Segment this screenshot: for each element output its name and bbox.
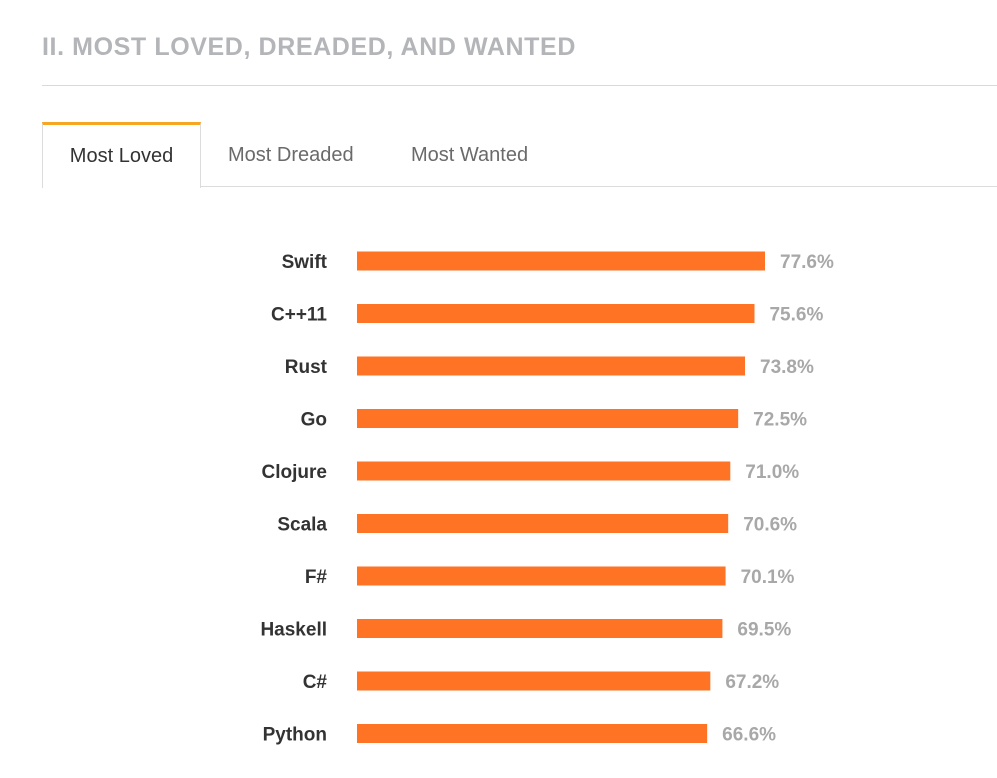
bar-rust (357, 356, 746, 376)
category-label-rust: Rust (285, 357, 328, 378)
value-label-python: 66.6% (722, 725, 776, 746)
bar-python (357, 724, 708, 743)
bar-csharp (357, 671, 711, 691)
category-label-csharp: C# (303, 672, 328, 693)
title-divider (42, 85, 997, 86)
bar-haskell (357, 619, 723, 638)
category-label-cpp11: C++11 (271, 305, 327, 326)
category-label-clojure: Clojure (262, 462, 327, 483)
category-label-python: Python (263, 725, 327, 746)
value-label-haskell: 69.5% (737, 620, 791, 641)
value-label-rust: 73.8% (760, 357, 814, 378)
value-label-csharp: 67.2% (725, 672, 779, 693)
category-label-scala: Scala (277, 515, 327, 536)
value-label-cpp11: 75.6% (769, 305, 823, 326)
bar-go (357, 409, 739, 428)
section-title: II. MOST LOVED, DREADED, AND WANTED (42, 33, 576, 61)
bar-swift (357, 251, 765, 271)
bar-clojure (357, 461, 731, 481)
category-label-fsharp: F# (305, 567, 328, 588)
tab-most-loved[interactable]: Most Loved (42, 122, 201, 188)
bar-cpp11 (357, 304, 755, 323)
value-label-scala: 70.6% (743, 515, 797, 536)
tab-most-wanted[interactable]: Most Wanted (411, 144, 529, 166)
value-label-swift: 77.6% (780, 252, 834, 273)
category-label-go: Go (301, 410, 327, 431)
category-label-haskell: Haskell (260, 620, 327, 641)
category-label-swift: Swift (282, 252, 328, 273)
bar-scala (357, 514, 729, 533)
tab-most-dreaded[interactable]: Most Dreaded (228, 144, 354, 166)
value-label-clojure: 71.0% (745, 462, 799, 483)
value-label-go: 72.5% (753, 410, 807, 431)
tab-bar-baseline (42, 186, 997, 187)
tab-bar: Most Loved Most Dreaded Most Wanted (42, 122, 997, 188)
value-label-fsharp: 70.1% (741, 567, 795, 588)
bar-fsharp (357, 566, 726, 586)
most-loved-bar-chart: Swift 77.6% C++11 75.6% Rust 73.8% Go 72.5% Cloj… (260, 251, 834, 746)
